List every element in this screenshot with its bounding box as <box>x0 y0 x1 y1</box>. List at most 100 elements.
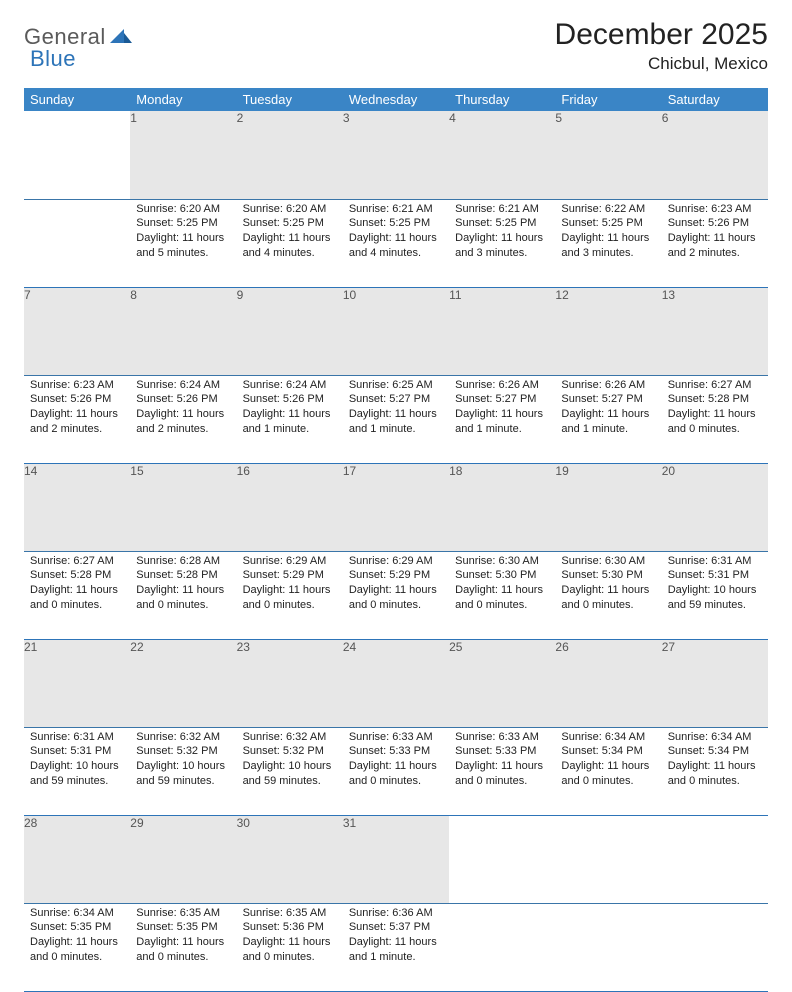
day-details: Sunrise: 6:20 AMSunset: 5:25 PMDaylight:… <box>237 200 343 265</box>
day-details: Sunrise: 6:36 AMSunset: 5:37 PMDaylight:… <box>343 904 449 969</box>
weekday-header: Sunday <box>24 88 130 111</box>
day-number-cell: 8 <box>130 287 236 375</box>
day-content-cell: Sunrise: 6:30 AMSunset: 5:30 PMDaylight:… <box>449 551 555 639</box>
day-number-cell: 3 <box>343 111 449 199</box>
day-details: Sunrise: 6:33 AMSunset: 5:33 PMDaylight:… <box>449 728 555 793</box>
day-number-cell: 12 <box>555 287 661 375</box>
day-details: Sunrise: 6:24 AMSunset: 5:26 PMDaylight:… <box>237 376 343 441</box>
day-number-row: 78910111213 <box>24 287 768 375</box>
day-number-cell: 27 <box>662 639 768 727</box>
day-number-cell: 31 <box>343 815 449 903</box>
day-details: Sunrise: 6:23 AMSunset: 5:26 PMDaylight:… <box>662 200 768 265</box>
day-number-cell: 9 <box>237 287 343 375</box>
day-content-cell: Sunrise: 6:27 AMSunset: 5:28 PMDaylight:… <box>662 375 768 463</box>
day-content-cell: Sunrise: 6:20 AMSunset: 5:25 PMDaylight:… <box>237 199 343 287</box>
day-number-cell: 25 <box>449 639 555 727</box>
day-number-cell: 5 <box>555 111 661 199</box>
day-details: Sunrise: 6:29 AMSunset: 5:29 PMDaylight:… <box>237 552 343 617</box>
day-number-cell: 28 <box>24 815 130 903</box>
day-content-row: Sunrise: 6:20 AMSunset: 5:25 PMDaylight:… <box>24 199 768 287</box>
day-details: Sunrise: 6:31 AMSunset: 5:31 PMDaylight:… <box>24 728 130 793</box>
day-content-row: Sunrise: 6:23 AMSunset: 5:26 PMDaylight:… <box>24 375 768 463</box>
day-details: Sunrise: 6:27 AMSunset: 5:28 PMDaylight:… <box>24 552 130 617</box>
day-content-cell: Sunrise: 6:22 AMSunset: 5:25 PMDaylight:… <box>555 199 661 287</box>
weekday-header: Tuesday <box>237 88 343 111</box>
day-content-cell: Sunrise: 6:33 AMSunset: 5:33 PMDaylight:… <box>449 727 555 815</box>
day-content-cell: Sunrise: 6:26 AMSunset: 5:27 PMDaylight:… <box>449 375 555 463</box>
day-number-cell: 1 <box>130 111 236 199</box>
day-content-cell: Sunrise: 6:29 AMSunset: 5:29 PMDaylight:… <box>343 551 449 639</box>
month-title: December 2025 <box>555 18 768 52</box>
day-content-row: Sunrise: 6:34 AMSunset: 5:35 PMDaylight:… <box>24 903 768 991</box>
day-details: Sunrise: 6:25 AMSunset: 5:27 PMDaylight:… <box>343 376 449 441</box>
day-number-row: 28293031 <box>24 815 768 903</box>
day-number-cell: 23 <box>237 639 343 727</box>
day-details: Sunrise: 6:21 AMSunset: 5:25 PMDaylight:… <box>449 200 555 265</box>
title-block: December 2025 Chicbul, Mexico <box>555 18 768 74</box>
day-details: Sunrise: 6:35 AMSunset: 5:35 PMDaylight:… <box>130 904 236 969</box>
day-details: Sunrise: 6:34 AMSunset: 5:34 PMDaylight:… <box>662 728 768 793</box>
day-details: Sunrise: 6:29 AMSunset: 5:29 PMDaylight:… <box>343 552 449 617</box>
day-number-cell: 30 <box>237 815 343 903</box>
day-content-row: Sunrise: 6:31 AMSunset: 5:31 PMDaylight:… <box>24 727 768 815</box>
day-details: Sunrise: 6:26 AMSunset: 5:27 PMDaylight:… <box>555 376 661 441</box>
day-details: Sunrise: 6:32 AMSunset: 5:32 PMDaylight:… <box>237 728 343 793</box>
day-content-cell: Sunrise: 6:27 AMSunset: 5:28 PMDaylight:… <box>24 551 130 639</box>
day-details: Sunrise: 6:34 AMSunset: 5:35 PMDaylight:… <box>24 904 130 969</box>
day-details: Sunrise: 6:30 AMSunset: 5:30 PMDaylight:… <box>555 552 661 617</box>
day-content-cell: Sunrise: 6:20 AMSunset: 5:25 PMDaylight:… <box>130 199 236 287</box>
day-number-cell: 15 <box>130 463 236 551</box>
day-number-cell: 7 <box>24 287 130 375</box>
day-number-cell: 2 <box>237 111 343 199</box>
day-content-cell: Sunrise: 6:30 AMSunset: 5:30 PMDaylight:… <box>555 551 661 639</box>
day-number-row: 123456 <box>24 111 768 199</box>
day-content-cell: Sunrise: 6:36 AMSunset: 5:37 PMDaylight:… <box>343 903 449 991</box>
day-number-cell: 22 <box>130 639 236 727</box>
logo-text-blue: Blue <box>30 46 76 71</box>
day-details: Sunrise: 6:27 AMSunset: 5:28 PMDaylight:… <box>662 376 768 441</box>
day-number-cell <box>662 815 768 903</box>
location: Chicbul, Mexico <box>555 54 768 74</box>
day-content-cell: Sunrise: 6:23 AMSunset: 5:26 PMDaylight:… <box>662 199 768 287</box>
day-number-row: 14151617181920 <box>24 463 768 551</box>
day-content-cell: Sunrise: 6:24 AMSunset: 5:26 PMDaylight:… <box>130 375 236 463</box>
day-content-cell: Sunrise: 6:34 AMSunset: 5:35 PMDaylight:… <box>24 903 130 991</box>
day-content-cell: Sunrise: 6:31 AMSunset: 5:31 PMDaylight:… <box>662 551 768 639</box>
day-content-cell: Sunrise: 6:23 AMSunset: 5:26 PMDaylight:… <box>24 375 130 463</box>
day-content-cell: Sunrise: 6:21 AMSunset: 5:25 PMDaylight:… <box>343 199 449 287</box>
day-details: Sunrise: 6:30 AMSunset: 5:30 PMDaylight:… <box>449 552 555 617</box>
day-number-cell: 13 <box>662 287 768 375</box>
day-content-cell: Sunrise: 6:28 AMSunset: 5:28 PMDaylight:… <box>130 551 236 639</box>
day-content-cell: Sunrise: 6:26 AMSunset: 5:27 PMDaylight:… <box>555 375 661 463</box>
day-number-cell: 17 <box>343 463 449 551</box>
day-details: Sunrise: 6:33 AMSunset: 5:33 PMDaylight:… <box>343 728 449 793</box>
day-details: Sunrise: 6:34 AMSunset: 5:34 PMDaylight:… <box>555 728 661 793</box>
day-content-cell: Sunrise: 6:25 AMSunset: 5:27 PMDaylight:… <box>343 375 449 463</box>
day-details: Sunrise: 6:21 AMSunset: 5:25 PMDaylight:… <box>343 200 449 265</box>
day-number-cell: 6 <box>662 111 768 199</box>
calendar-body: 123456Sunrise: 6:20 AMSunset: 5:25 PMDay… <box>24 111 768 991</box>
day-content-cell <box>555 903 661 991</box>
header: General December 2025 Chicbul, Mexico <box>24 18 768 74</box>
day-content-cell <box>662 903 768 991</box>
day-details: Sunrise: 6:32 AMSunset: 5:32 PMDaylight:… <box>130 728 236 793</box>
day-content-cell: Sunrise: 6:34 AMSunset: 5:34 PMDaylight:… <box>662 727 768 815</box>
day-number-cell: 29 <box>130 815 236 903</box>
day-content-cell <box>24 199 130 287</box>
day-number-cell: 4 <box>449 111 555 199</box>
day-number-row: 21222324252627 <box>24 639 768 727</box>
day-content-cell: Sunrise: 6:31 AMSunset: 5:31 PMDaylight:… <box>24 727 130 815</box>
day-number-cell <box>555 815 661 903</box>
day-number-cell: 19 <box>555 463 661 551</box>
day-content-cell: Sunrise: 6:32 AMSunset: 5:32 PMDaylight:… <box>130 727 236 815</box>
day-number-cell: 18 <box>449 463 555 551</box>
day-content-cell: Sunrise: 6:24 AMSunset: 5:26 PMDaylight:… <box>237 375 343 463</box>
day-content-cell <box>449 903 555 991</box>
day-content-cell: Sunrise: 6:35 AMSunset: 5:36 PMDaylight:… <box>237 903 343 991</box>
weekday-header: Wednesday <box>343 88 449 111</box>
logo-triangle-icon <box>110 27 132 48</box>
day-number-cell: 10 <box>343 287 449 375</box>
day-content-cell: Sunrise: 6:21 AMSunset: 5:25 PMDaylight:… <box>449 199 555 287</box>
day-number-cell: 20 <box>662 463 768 551</box>
logo-line2: Blue <box>30 46 76 72</box>
